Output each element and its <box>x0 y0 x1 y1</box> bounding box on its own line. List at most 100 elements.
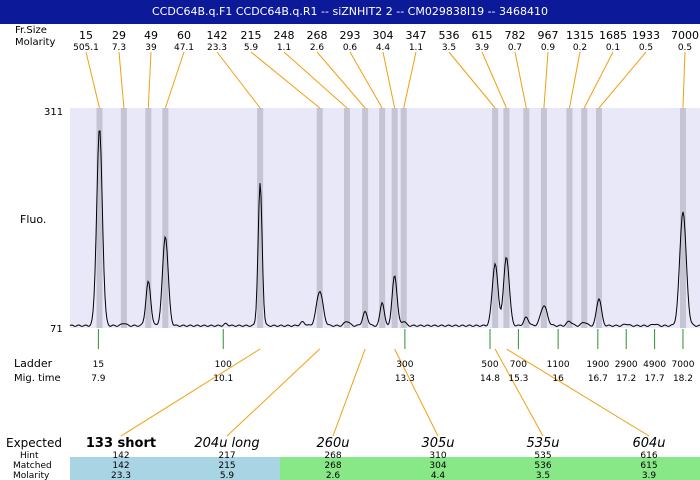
matched-molarity-value: 5.9 <box>220 471 235 480</box>
peak-molarity-label: 0.1 <box>606 43 620 53</box>
ladder-size-label: 1900 <box>586 360 609 370</box>
expected-connector <box>494 348 544 437</box>
matched-bar <box>70 457 700 480</box>
peak-size-label: 536 <box>439 29 460 42</box>
peak-molarity-label: 2.6 <box>310 43 325 53</box>
peak-molarity-label: 0.7 <box>508 43 522 53</box>
peak-connector <box>349 51 383 109</box>
peak-connector <box>85 51 100 109</box>
expected-connector <box>506 348 650 437</box>
peak-band <box>400 108 407 328</box>
expected-connector <box>394 348 439 437</box>
peak-connector <box>164 51 185 109</box>
peak-band <box>581 108 588 328</box>
ladder-time-label: 15.3 <box>508 374 528 384</box>
matched-molarity-value: 2.6 <box>326 471 341 480</box>
electropherogram-chart: Fr.Size Molarity 311 Fluo. 71 Ladder Mig… <box>6 25 700 480</box>
matched-molarity-value: 23.3 <box>111 471 131 480</box>
hint-value: 217 <box>218 451 235 461</box>
peak-bands <box>96 108 686 328</box>
peak-size-label: 15 <box>79 29 93 42</box>
expected-label: 604u <box>632 436 665 451</box>
peak-molarity-label: 7.3 <box>112 43 126 53</box>
matched-value: 268 <box>324 461 341 471</box>
hint-value: 535 <box>534 451 551 461</box>
peak-band <box>96 108 103 328</box>
peak-band <box>523 108 530 328</box>
matched-band-blue <box>70 457 280 480</box>
peak-molarity-label: 1.1 <box>277 43 291 53</box>
ladder-size-label: 300 <box>396 360 413 370</box>
peak-connector <box>147 51 152 109</box>
ladder-size-label: 500 <box>481 360 498 370</box>
peak-connector <box>514 51 527 109</box>
peak-size-label: 142 <box>207 29 228 42</box>
peak-molarity-label: 0.5 <box>639 43 653 53</box>
peak-molarity-label: 3.9 <box>475 43 490 53</box>
ladder-row-label: Ladder <box>14 357 53 370</box>
ladder-size-label: 1100 <box>547 360 570 370</box>
peak-connector <box>118 51 125 109</box>
matched-value: 615 <box>640 461 657 471</box>
window-title: CCDC64B.q.F1 CCDC64B.q.R1 -- siZNHIT2 2 … <box>0 0 700 24</box>
ladder-size-label: 7000 <box>672 360 695 370</box>
peak-band <box>679 108 686 328</box>
hint-value: 616 <box>640 451 657 461</box>
matched-molarity-value: 4.4 <box>431 471 446 480</box>
peak-connector <box>216 51 261 109</box>
expected-label: 133 short <box>86 436 156 451</box>
peak-band <box>540 108 547 328</box>
peak-band <box>362 108 369 328</box>
peak-molarity-label: 3.5 <box>442 43 456 53</box>
ladder-size-label: 700 <box>510 360 527 370</box>
peak-size-label: 60 <box>177 29 191 42</box>
ladder-labels: 15 7.9 100 10.1 300 13.3 500 14.8 700 15.3 1100 16 1… <box>91 360 694 384</box>
hint-value: 310 <box>429 451 446 461</box>
ladder-size-label: 100 <box>215 360 232 370</box>
ladder-ticks <box>97 329 684 349</box>
matched-row-label: Matched <box>13 461 52 471</box>
peak-molarity-label: 47.1 <box>174 43 194 53</box>
y-tick-max: 311 <box>44 107 63 118</box>
hint-value: 142 <box>112 451 129 461</box>
matched-band-green <box>280 457 700 480</box>
peak-size-label: 268 <box>307 29 328 42</box>
peak-size-label: 1685 <box>599 29 627 42</box>
peak-connector <box>382 51 396 109</box>
peak-connector <box>448 51 496 109</box>
peak-size-label: 7000 <box>671 29 699 42</box>
peak-connector <box>543 51 549 109</box>
peak-molarity-label: 4.4 <box>376 43 391 53</box>
matched-molarity-row-label: Molarity <box>13 471 50 480</box>
matched-value: 304 <box>429 461 446 471</box>
peak-molarity-label: 505.1 <box>73 43 99 53</box>
fluorescence-trace <box>69 130 700 327</box>
peak-connectors <box>85 51 686 109</box>
peak-molarity-label: 0.9 <box>541 43 556 53</box>
peak-size-label: 1933 <box>632 29 660 42</box>
matched-value: 142 <box>112 461 129 471</box>
matched-molarity-value: 3.9 <box>642 471 657 480</box>
ladder-time-label: 18.2 <box>673 374 693 384</box>
matched-value: 215 <box>218 461 235 471</box>
peak-band <box>379 108 386 328</box>
peak-band <box>492 108 499 328</box>
ladder-time-label: 14.8 <box>480 374 500 384</box>
expected-connector <box>120 348 261 437</box>
ladder-time-label: 13.3 <box>395 374 415 384</box>
peak-size-label: 1315 <box>566 29 594 42</box>
expected-label: 535u <box>526 436 559 451</box>
peak-size-label: 248 <box>274 29 295 42</box>
peak-molarity-label: 5.9 <box>244 43 259 53</box>
peak-band <box>145 108 152 328</box>
peak-band <box>595 108 602 328</box>
ladder-size-label: 15 <box>93 360 104 370</box>
matched-molarity-value: 3.5 <box>536 471 550 480</box>
peak-connector <box>316 51 366 109</box>
peak-molarity-label: 39 <box>145 43 157 53</box>
peak-size-label: 215 <box>241 29 262 42</box>
expected-connector <box>226 348 321 437</box>
peak-size-label: 293 <box>340 29 361 42</box>
peak-band <box>162 108 169 328</box>
peak-connector <box>682 51 686 109</box>
